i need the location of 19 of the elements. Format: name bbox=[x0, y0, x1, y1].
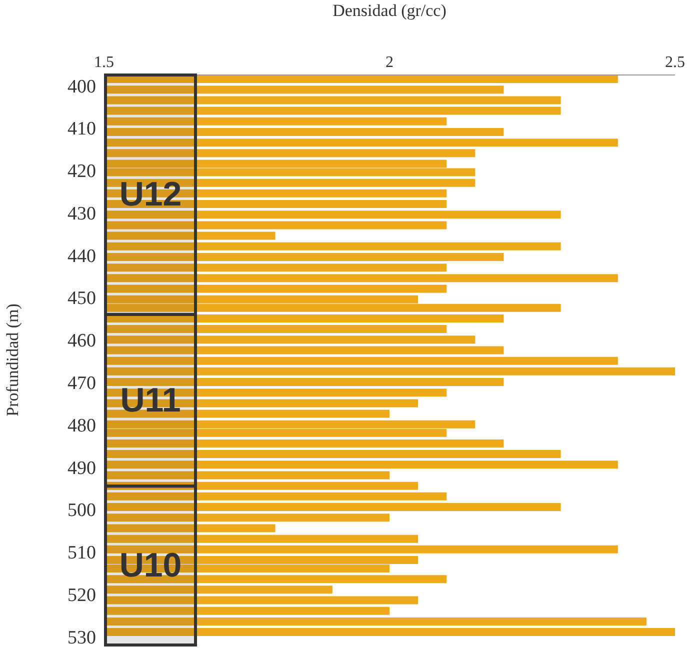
y-tick-label: 440 bbox=[68, 246, 96, 267]
y-tick-label: 400 bbox=[68, 76, 96, 98]
y-tick-label: 420 bbox=[68, 161, 96, 182]
y-tick-label: 530 bbox=[68, 627, 96, 648]
y-axis-title: Profundidad (m) bbox=[3, 304, 22, 416]
y-tick-label: 500 bbox=[68, 500, 96, 522]
x-tick-label: 1.5 bbox=[94, 54, 114, 71]
y-tick-label: 520 bbox=[68, 584, 96, 606]
y-tick-label: 470 bbox=[68, 372, 96, 394]
y-tick-label: 460 bbox=[68, 330, 96, 352]
y-tick-label: 430 bbox=[68, 203, 96, 224]
x-tick-label: 2 bbox=[386, 54, 394, 71]
x-tick-label: 2.5 bbox=[665, 54, 685, 71]
y-tick-label: 480 bbox=[68, 415, 96, 436]
x-axis-title: Densidad (gr/cc) bbox=[332, 1, 446, 20]
y-tick-label: 410 bbox=[68, 118, 96, 140]
y-tick-label: 490 bbox=[68, 458, 96, 479]
y-tick-label: 450 bbox=[68, 288, 96, 310]
y-tick-label: 510 bbox=[68, 542, 96, 564]
